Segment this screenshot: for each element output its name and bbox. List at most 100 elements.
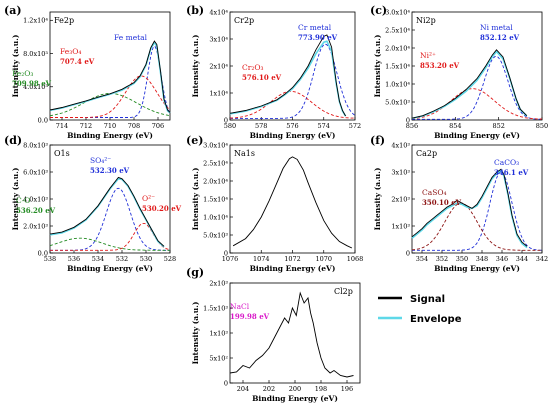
- y-tick-label: 5x10²: [209, 354, 228, 362]
- x-tick-label: 196: [341, 385, 353, 393]
- panel-label-g: (g): [186, 266, 204, 279]
- component-curve: [49, 237, 170, 251]
- component-label: Fe₂O₃: [12, 69, 33, 78]
- component-label: O²⁻: [142, 194, 155, 203]
- component-curve: [50, 75, 171, 118]
- component-value: 852.12 eV: [480, 33, 520, 42]
- plot-frame: [49, 11, 171, 121]
- y-axis-label: Intensity (a.u.): [191, 302, 200, 365]
- y-tick-label: 1.0x10⁴: [203, 213, 228, 221]
- y-tick-label: 1.2x10⁴: [23, 17, 48, 25]
- panel-label-b: (b): [186, 4, 204, 17]
- panel-ni2p: Ni2p 856 854 852 850 0 5.0x10³ 1.0x10⁴ 1.5x10⁴ 2.…: [373, 8, 548, 140]
- x-axis-label: Binding Energy (eV): [250, 131, 336, 140]
- x-axis-label: Binding Energy (eV): [434, 264, 520, 273]
- y-axis-label: Intensity (a.u.): [11, 35, 20, 98]
- y-tick-label: 2.0x10³: [23, 222, 48, 230]
- x-tick-label: 1072: [284, 255, 301, 263]
- x-tick-label: 852: [492, 122, 504, 130]
- x-tick-label: 710: [104, 122, 116, 130]
- y-tick-label: 1x10³: [209, 329, 228, 337]
- x-tick-label: 1076: [222, 255, 239, 263]
- y-tick-label: 2.5x10⁴: [385, 26, 410, 34]
- x-tick-label: 202: [263, 385, 275, 393]
- x-tick-label: 354: [416, 255, 428, 263]
- x-tick-label: 198: [315, 385, 327, 393]
- y-tick-label: 4x10³: [391, 141, 410, 149]
- x-tick-label: 534: [92, 255, 104, 263]
- signal-line: [229, 34, 346, 117]
- y-axis-label: Intensity (a.u.): [191, 35, 200, 98]
- y-tick-label: 2x10⁴: [209, 62, 228, 70]
- y-tick-label: 3.0x10⁴: [385, 8, 410, 16]
- x-tick-label: 532: [116, 255, 128, 263]
- x-tick-label: 706: [152, 122, 164, 130]
- component-label: C-O: [16, 196, 30, 205]
- y-tick-label: 1.5x10⁴: [203, 195, 228, 203]
- y-axis-label: Intensity (a.u.): [191, 168, 200, 231]
- y-tick-label: 1x10⁴: [209, 89, 228, 97]
- signal-line: [49, 176, 165, 247]
- panel-cr2p: Cr2p 580 578 576 574 572 0 1x10⁴ 2x10⁴ 3x10⁴ 4x10⁴…: [191, 8, 361, 140]
- panel-label-d: (d): [4, 134, 22, 147]
- component-curve: [412, 55, 542, 120]
- component-label: NaCl: [230, 302, 250, 311]
- x-tick-label: 708: [128, 122, 140, 130]
- component-value: 707.4 eV: [60, 57, 95, 66]
- y-tick-label: 5.0x10³: [385, 98, 410, 106]
- panel-label-c: (c): [370, 4, 387, 17]
- x-axis-label: Binding Energy (eV): [252, 394, 338, 403]
- y-tick-label: 0: [406, 249, 410, 257]
- y-tick-label: 3x10³: [391, 168, 410, 176]
- component-value: 773.90 eV: [298, 33, 338, 42]
- component-label: Ni metal: [480, 23, 513, 32]
- component-label: SO₄²⁻: [90, 156, 111, 165]
- x-tick-label: 350: [456, 255, 468, 263]
- component-label: Cr₂O₃: [242, 63, 264, 72]
- x-tick-label: 572: [349, 122, 361, 130]
- x-tick-label: 344: [516, 255, 528, 263]
- panel-o1s: O1s 538 536 534 532 530 528 0.0 2.0x10³ 4.0x10³ 6.…: [11, 141, 182, 273]
- y-tick-label: 4.0x10³: [23, 83, 48, 91]
- x-tick-label: 200: [289, 385, 301, 393]
- y-tick-label: 0: [406, 116, 410, 124]
- x-tick-label: 712: [80, 122, 92, 130]
- x-tick-label: 854: [449, 122, 461, 130]
- panel-label-e: (e): [186, 134, 203, 147]
- x-tick-label: 576: [286, 122, 298, 130]
- panel-label-f: (f): [370, 134, 385, 147]
- component-value: 536.20 eV: [16, 206, 56, 215]
- component-label: Fe₃O₄: [60, 47, 81, 56]
- panel-ca2p: Ca2p 354 352 350 348 346 344 342 0 1x10³ 2x10³ 3x10…: [373, 141, 548, 273]
- x-tick-label: 346: [496, 255, 508, 263]
- x-tick-label: 342: [536, 255, 548, 263]
- panel-fe2p: Fe2p 714 712 710 708 706 0.0 4.0x10³ 8.0x10³ 1.2x…: [11, 11, 171, 140]
- component-value: 576.10 eV: [242, 73, 282, 82]
- panel-title: Ni2p: [416, 16, 436, 25]
- y-tick-label: 1.5x10⁴: [385, 62, 410, 70]
- component-value: 532.30 eV: [90, 166, 130, 175]
- signal-line: [49, 40, 171, 113]
- panel-title: Cl2p: [334, 287, 353, 296]
- x-tick-label: 528: [164, 255, 176, 263]
- x-tick-label: 536: [68, 255, 80, 263]
- component-label: Fe metal: [114, 33, 148, 42]
- panel-title: Cr2p: [234, 16, 254, 25]
- component-curve: [49, 92, 171, 117]
- component-value: 199.98 eV: [230, 312, 270, 321]
- component-curve: [411, 88, 543, 120]
- component-curve: [50, 222, 171, 251]
- panels: Fe2p 714 712 710 708 706 0.0 4.0x10³ 8.0x10³ 1.2x…: [11, 8, 548, 403]
- signal-line: [411, 49, 528, 119]
- y-tick-label: 6.0x10³: [23, 168, 48, 176]
- component-value: 346.1 eV: [494, 168, 529, 177]
- y-tick-label: 4.0x10³: [23, 195, 48, 203]
- panel-cl2p: Cl2p 204 202 200 198 196 0 5x10² 1x10³ 1.5x10³ 2x1…: [191, 279, 361, 403]
- x-tick-label: 538: [44, 255, 56, 263]
- legend-signal-label: Signal: [410, 294, 445, 305]
- y-tick-label: 5.0x10³: [203, 231, 228, 239]
- y-tick-label: 1.0x10⁴: [385, 80, 410, 88]
- y-tick-label: 1.5x10³: [203, 304, 228, 312]
- component-label: CaSO₄: [422, 188, 447, 197]
- y-axis-label: Intensity (a.u.): [373, 35, 382, 98]
